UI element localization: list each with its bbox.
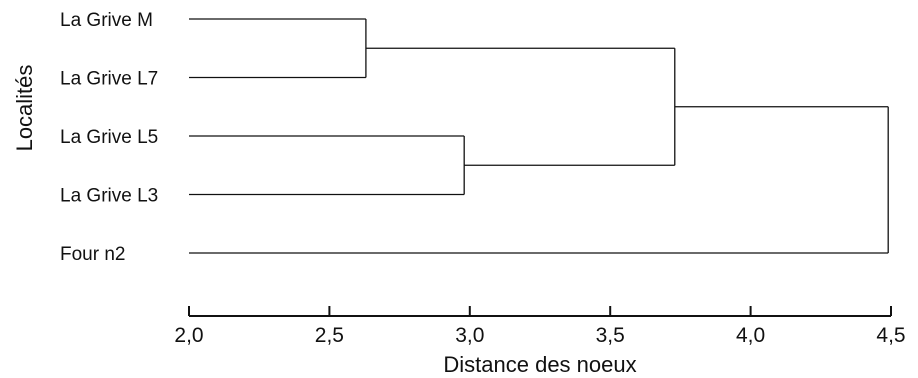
x-tick-label: 4,0 xyxy=(736,324,765,347)
x-tick-label: 2,5 xyxy=(315,324,344,347)
y-axis-title: Localités xyxy=(12,65,37,152)
x-tick-label: 3,5 xyxy=(596,324,625,347)
leaf-label: La Grive M xyxy=(60,10,153,31)
leaf-label: Four n2 xyxy=(60,244,125,265)
x-tick-label: 4,5 xyxy=(876,324,905,347)
leaf-label: La Grive L3 xyxy=(60,186,158,207)
x-tick-label: 2,0 xyxy=(174,324,203,347)
leaf-label: La Grive L5 xyxy=(60,127,158,148)
x-axis-title: Distance des noeux xyxy=(443,352,636,377)
x-tick-label: 3,0 xyxy=(455,324,484,347)
leaf-labels: La Grive M La Grive L7 La Grive L5 La Grive… xyxy=(60,10,158,265)
leaf-label: La Grive L7 xyxy=(60,69,158,90)
dendrogram-links xyxy=(189,18,889,254)
x-axis-ticks: 2,0 2,5 3,0 3,5 4,0 4,5 xyxy=(174,306,906,347)
